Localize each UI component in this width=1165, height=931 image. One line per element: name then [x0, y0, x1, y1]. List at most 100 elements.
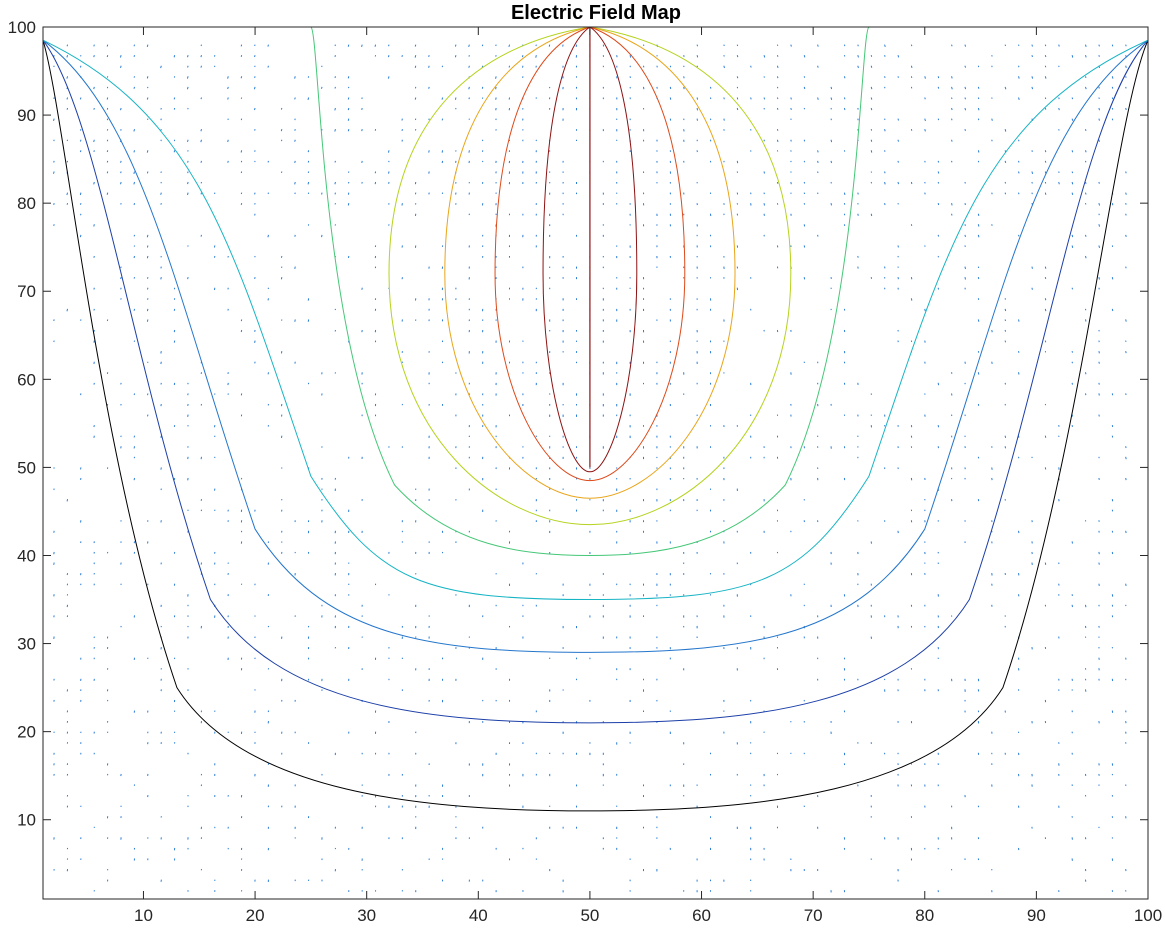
field-vector	[1044, 266, 1047, 269]
field-vector	[347, 107, 350, 111]
x-tick-label: 80	[915, 906, 934, 925]
field-vector	[1098, 139, 1100, 142]
field-vector	[146, 308, 149, 312]
field-vector	[1031, 266, 1033, 269]
field-vector	[133, 129, 136, 132]
field-vector	[830, 97, 833, 100]
field-vector	[200, 55, 202, 58]
field-vector	[1085, 44, 1087, 47]
field-vector	[227, 139, 229, 143]
field-vector	[1098, 224, 1101, 227]
field-vector	[160, 277, 162, 280]
field-vector	[133, 181, 136, 185]
field-vector	[736, 76, 739, 79]
field-vector	[696, 55, 699, 58]
field-vector	[79, 150, 82, 153]
field-vector	[347, 97, 350, 100]
field-vector	[120, 181, 122, 185]
field-vector	[817, 65, 819, 68]
field-vector	[280, 129, 283, 132]
field-vector	[521, 55, 524, 58]
field-vector	[763, 97, 766, 100]
y-tick-label: 80	[17, 194, 36, 213]
x-tick-label: 60	[692, 906, 711, 925]
field-vector	[964, 107, 967, 111]
field-vector	[253, 86, 256, 90]
field-vector	[1098, 107, 1101, 111]
field-vector	[1085, 181, 1087, 185]
field-vector	[79, 234, 82, 238]
field-vector	[1018, 97, 1020, 100]
field-vector	[803, 55, 806, 58]
field-vector	[240, 76, 243, 79]
field-vector	[133, 171, 136, 174]
field-vector	[173, 150, 176, 153]
field-vector	[106, 97, 109, 100]
field-vector	[361, 129, 363, 132]
field-vector	[1044, 192, 1047, 195]
field-vector	[53, 118, 55, 121]
y-tick-label: 60	[17, 370, 36, 389]
field-vector	[428, 65, 430, 68]
field-vector	[951, 107, 953, 111]
field-vector	[1071, 192, 1074, 195]
field-vector	[843, 192, 846, 196]
field-vector	[1004, 129, 1007, 132]
field-vector	[843, 76, 846, 79]
field-vector	[267, 65, 269, 68]
field-vector	[227, 76, 229, 79]
field-vector	[924, 97, 926, 100]
field-vector	[294, 76, 296, 79]
chart-title: Electric Field Map	[511, 2, 681, 24]
field-vector	[991, 118, 993, 121]
field-vector	[1044, 308, 1047, 312]
field-vector	[387, 76, 390, 79]
field-vector	[897, 118, 899, 121]
field-vector	[736, 55, 739, 58]
field-vector	[1031, 86, 1034, 90]
field-vector	[817, 44, 819, 47]
field-vector	[1098, 203, 1101, 206]
field-vector	[468, 44, 470, 48]
field-vector	[924, 129, 926, 132]
field-vector	[294, 139, 296, 142]
x-tick-label: 20	[246, 906, 265, 925]
field-vector	[347, 76, 350, 79]
field-vector	[146, 76, 149, 79]
field-vector	[307, 181, 310, 185]
y-tick-label: 20	[17, 723, 36, 742]
field-vector	[1031, 76, 1034, 79]
field-vector	[173, 97, 176, 100]
field-vector	[254, 107, 256, 111]
field-vector	[106, 55, 109, 58]
field-vector	[736, 97, 739, 100]
field-vector	[146, 255, 149, 259]
field-vector	[187, 181, 189, 185]
field-vector	[830, 139, 833, 143]
field-vector	[454, 97, 457, 100]
field-vector	[294, 97, 296, 100]
field-vector	[1125, 319, 1127, 322]
field-vector	[186, 76, 189, 79]
field-vector	[843, 107, 846, 111]
field-vector	[187, 65, 189, 68]
x-tick-label: 100	[1134, 906, 1162, 925]
field-vector	[66, 192, 69, 196]
field-vector	[200, 160, 202, 163]
field-vector	[830, 160, 833, 164]
y-tick-label: 30	[17, 635, 36, 654]
field-vector	[240, 150, 243, 153]
y-tick-label: 40	[17, 546, 36, 565]
field-vector	[414, 65, 417, 68]
field-vector	[334, 129, 336, 132]
x-tick-label: 10	[134, 906, 153, 925]
field-vector	[763, 55, 766, 58]
field-vector	[93, 86, 95, 90]
field-vector	[106, 44, 109, 47]
field-vector	[977, 213, 980, 216]
field-vector	[870, 97, 873, 100]
field-vector	[414, 44, 417, 47]
field-vector	[53, 171, 55, 174]
field-vector	[495, 76, 497, 79]
field-vector	[454, 55, 457, 58]
